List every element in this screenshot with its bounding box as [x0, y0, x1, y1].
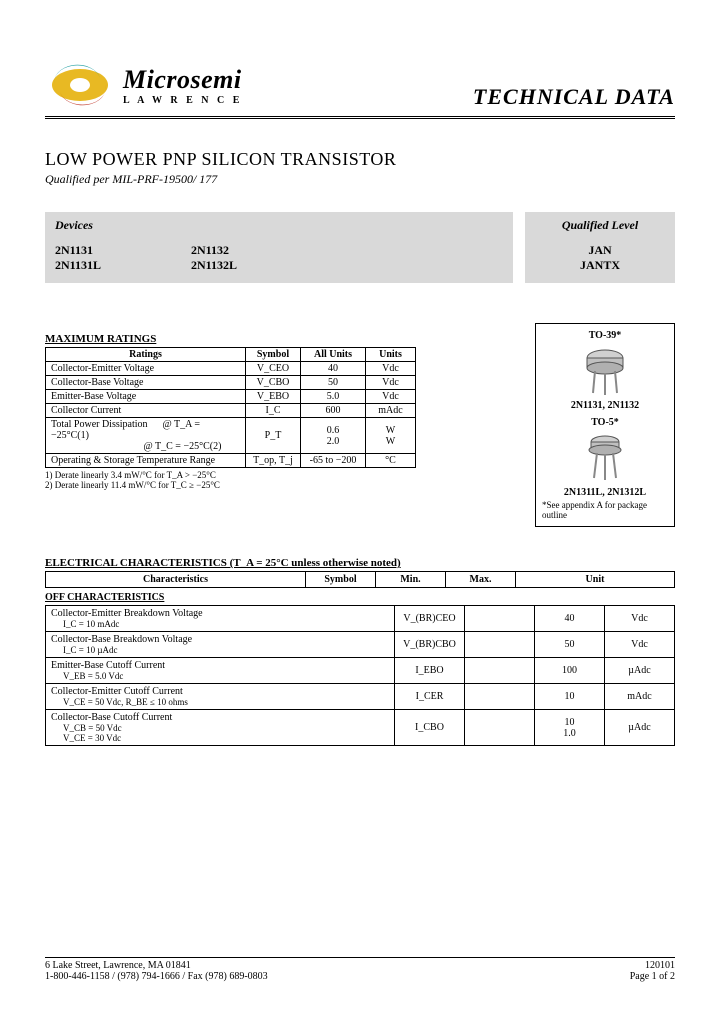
off-char-head: OFF CHARACTERISTICS	[45, 592, 675, 603]
qualified-box: Qualified Level JAN JANTX	[525, 212, 675, 283]
footer: 6 Lake Street, Lawrence, MA 01841 1-800-…	[45, 957, 675, 982]
footer-phone: 1-800-446-1158 / (978) 794-1666 / Fax (9…	[45, 971, 268, 982]
device-item: 2N1132	[191, 243, 237, 258]
logo: Microsemi L A W R E N C E	[45, 60, 242, 110]
qual-item: JAN	[535, 243, 665, 258]
title-block: LOW POWER PNP SILICON TRANSISTOR Qualifi…	[45, 149, 675, 187]
footer-page: Page 1 of 2	[630, 971, 675, 982]
max-ratings-table: Ratings Symbol All Units Units Collector…	[45, 347, 416, 468]
package-box: TO-39* 2N1131, 2N1132 TO-5* 2N1311L, 2N1…	[535, 323, 675, 527]
qual-head: Qualified Level	[535, 218, 665, 233]
th: Units	[366, 348, 416, 362]
header-rule	[45, 116, 675, 119]
ratings-notes: 1) Derate linearly 3.4 mW/°C for T_A > −…	[45, 470, 515, 490]
max-ratings-head: MAXIMUM RATINGS	[45, 333, 515, 345]
pkg-name: TO-39*	[542, 330, 668, 341]
company-sub: L A W R E N C E	[123, 95, 242, 106]
device-item: 2N1131L	[55, 258, 101, 273]
company-name: Microsemi	[123, 65, 242, 95]
device-boxes: Devices 2N1131 2N1131L 2N1132 2N1132L Qu…	[45, 212, 675, 283]
header: Microsemi L A W R E N C E TECHNICAL DATA	[45, 60, 675, 110]
elec-head: ELECTRICAL CHARACTERISTICS (T_A = 25°C u…	[45, 557, 675, 569]
th: Ratings	[46, 348, 246, 362]
logo-mark	[45, 60, 115, 110]
devices-box: Devices 2N1131 2N1131L 2N1132 2N1132L	[45, 212, 513, 283]
devices-head: Devices	[55, 218, 503, 233]
pkg-name: TO-5*	[542, 417, 668, 428]
to5-icon	[575, 430, 635, 485]
th: All Units	[301, 348, 366, 362]
pkg-parts: 2N1131, 2N1132	[542, 400, 668, 411]
footer-doc: 120101	[630, 960, 675, 971]
qual-item: JANTX	[535, 258, 665, 273]
footer-addr: 6 Lake Street, Lawrence, MA 01841	[45, 960, 268, 971]
device-item: 2N1132L	[191, 258, 237, 273]
pkg-parts: 2N1311L, 2N1312L	[542, 487, 668, 498]
th: Symbol	[246, 348, 301, 362]
off-char-table: Collector-Emitter Breakdown VoltageI_C =…	[45, 605, 675, 746]
subtitle: Qualified per MIL-PRF-19500/ 177	[45, 172, 675, 187]
elec-table: Characteristics Symbol Min. Max. Unit	[45, 571, 675, 588]
pkg-caption: *See appendix A for package outline	[542, 500, 668, 520]
main-title: LOW POWER PNP SILICON TRANSISTOR	[45, 149, 675, 170]
tech-data-label: TECHNICAL DATA	[473, 84, 675, 110]
company-text: Microsemi L A W R E N C E	[123, 65, 242, 106]
to39-icon	[575, 343, 635, 398]
device-item: 2N1131	[55, 243, 101, 258]
